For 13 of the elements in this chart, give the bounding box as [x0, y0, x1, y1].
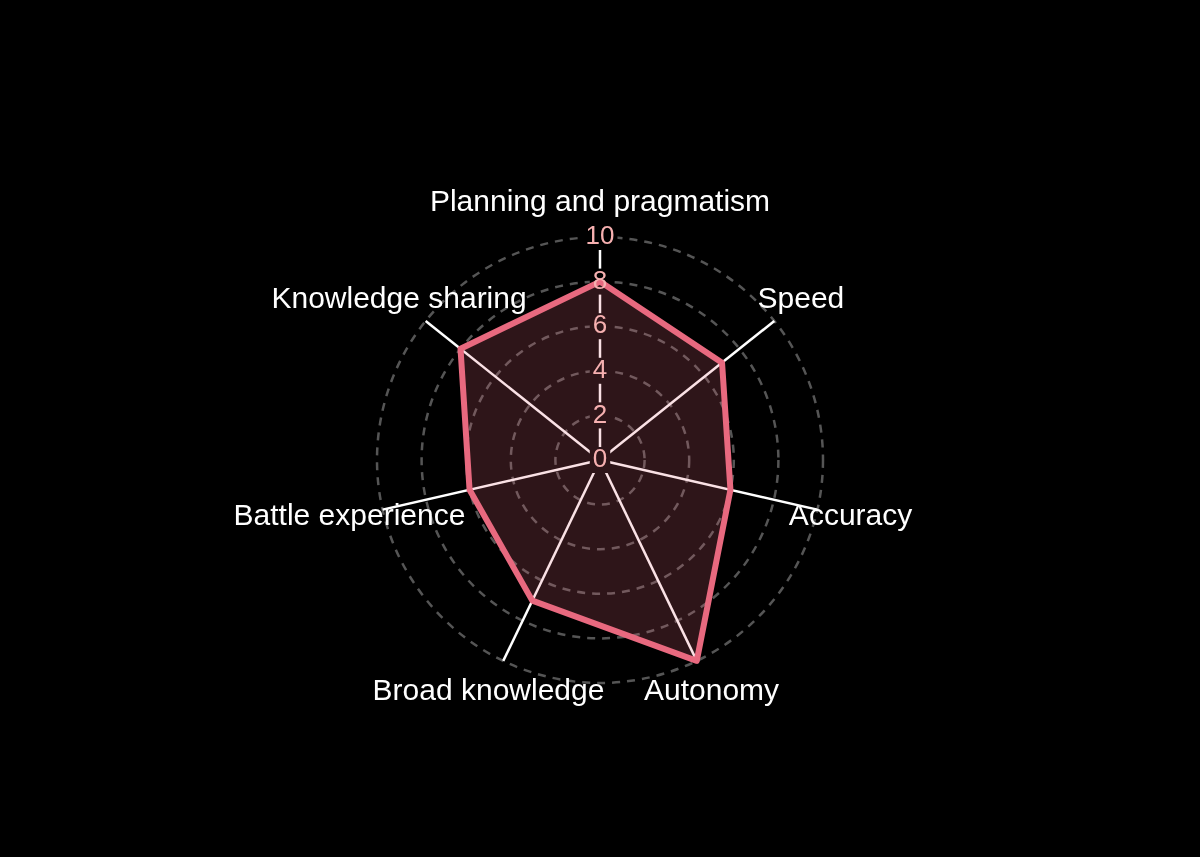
spoke-label: Accuracy: [788, 498, 913, 532]
spoke-label: Knowledge sharing: [271, 281, 527, 315]
spoke-label: Speed: [757, 281, 845, 315]
spoke-label: Autonomy: [643, 672, 780, 706]
y-tick-label: 2: [592, 398, 608, 429]
y-tick-label: 6: [592, 309, 608, 340]
y-tick-label: 4: [592, 353, 608, 384]
spoke-label: Planning and pragmatism: [429, 184, 771, 218]
y-tick-label: 8: [592, 264, 608, 295]
spoke-label: Broad knowledge: [372, 672, 605, 706]
y-tick-label: 0: [592, 443, 608, 474]
spoke-label: Battle experience: [233, 498, 466, 532]
y-tick-label: 10: [585, 220, 615, 251]
